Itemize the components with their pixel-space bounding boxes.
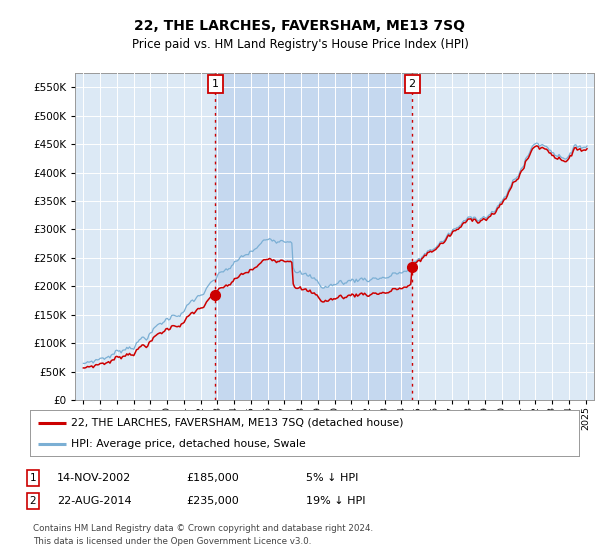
Text: Price paid vs. HM Land Registry's House Price Index (HPI): Price paid vs. HM Land Registry's House …: [131, 38, 469, 51]
Text: 5% ↓ HPI: 5% ↓ HPI: [306, 473, 358, 483]
Text: HPI: Average price, detached house, Swale: HPI: Average price, detached house, Swal…: [71, 439, 306, 449]
Text: 19% ↓ HPI: 19% ↓ HPI: [306, 496, 365, 506]
Text: 2: 2: [409, 80, 416, 89]
Text: 1: 1: [212, 80, 218, 89]
Text: £185,000: £185,000: [186, 473, 239, 483]
Text: This data is licensed under the Open Government Licence v3.0.: This data is licensed under the Open Gov…: [33, 537, 311, 546]
Text: 2: 2: [29, 496, 37, 506]
Text: 22, THE LARCHES, FAVERSHAM, ME13 7SQ (detached house): 22, THE LARCHES, FAVERSHAM, ME13 7SQ (de…: [71, 418, 404, 428]
Bar: [215, 73, 412, 400]
Text: 22-AUG-2014: 22-AUG-2014: [57, 496, 131, 506]
Text: 14-NOV-2002: 14-NOV-2002: [57, 473, 131, 483]
Text: Contains HM Land Registry data © Crown copyright and database right 2024.: Contains HM Land Registry data © Crown c…: [33, 524, 373, 533]
Text: £235,000: £235,000: [186, 496, 239, 506]
Text: 1: 1: [29, 473, 37, 483]
Text: 22, THE LARCHES, FAVERSHAM, ME13 7SQ: 22, THE LARCHES, FAVERSHAM, ME13 7SQ: [134, 20, 466, 34]
